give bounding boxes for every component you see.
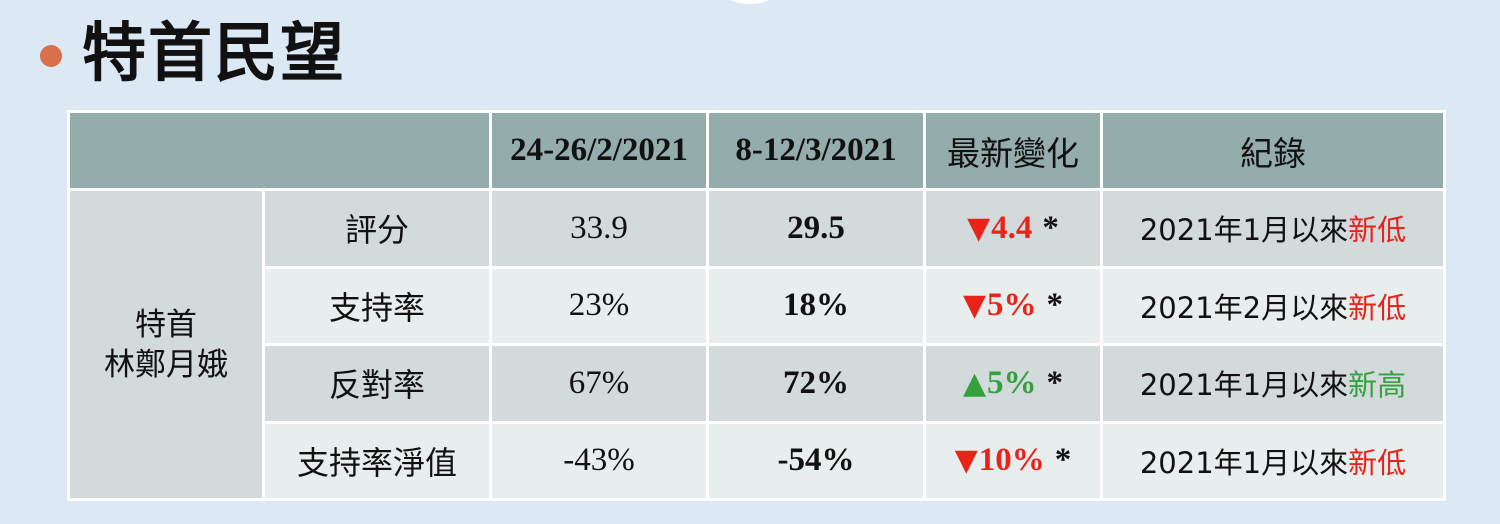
header-latest-period: 8-12/3/2021 (706, 110, 926, 191)
change-value: 4.4 (991, 209, 1033, 246)
latest-value: 72% (706, 343, 926, 424)
record-suffix: 新高 (1348, 368, 1407, 403)
significance-mark: * (1046, 287, 1064, 324)
prev-value: -43% (489, 420, 709, 501)
up-arrow-icon: ▲ (962, 365, 987, 401)
table-row: 支持率淨值 -43% -54% ▼10% * 2021年1月以來新低 (69, 420, 1446, 501)
significance-mark: * (1046, 364, 1064, 401)
change-cell: ▼5% * (923, 265, 1103, 346)
record-suffix: 新低 (1348, 290, 1407, 325)
record-cell: 2021年1月以來新高 (1100, 343, 1446, 424)
record-prefix: 2021年1月以來 (1139, 445, 1349, 480)
metric-label: 支持率淨值 (262, 420, 492, 501)
table-row: 特首 林鄭月娥 評分 33.9 29.5 ▼4.4 * 2021年1月以來新低 (67, 188, 1446, 501)
record-cell: 2021年2月以來新低 (1100, 265, 1446, 346)
table-row: 反對率 67% 72% ▲5% * 2021年1月以來新高 (69, 343, 1446, 424)
record-cell: 2021年1月以來新低 (1100, 420, 1446, 501)
change-value: 5% (987, 287, 1037, 324)
table-row: 支持率 23% 18% ▼5% * 2021年2月以來新低 (69, 265, 1446, 346)
page-title: 特首民望 (82, 17, 346, 91)
header-latest-change: 最新變化 (923, 110, 1103, 191)
change-cell: ▼4.4 * (923, 188, 1103, 269)
prev-value: 33.9 (489, 188, 709, 269)
prev-value: 67% (489, 343, 709, 424)
change-value: 10% (978, 442, 1045, 479)
change-cell: ▲5% * (923, 343, 1103, 424)
poll-table: 24-26/2/2021 8-12/3/2021 最新變化 紀錄 特首 林鄭月娥… (67, 110, 1446, 501)
record-prefix: 2021年1月以來 (1139, 368, 1349, 403)
metric-label: 評分 (262, 188, 492, 269)
record-prefix: 2021年1月以來 (1139, 213, 1349, 248)
down-arrow-icon: ▼ (967, 210, 991, 246)
record-cell: 2021年1月以來新低 (1100, 188, 1446, 269)
person-name: 林鄭月娥 (104, 346, 228, 383)
change-value: 5% (987, 364, 1037, 401)
record-prefix: 2021年2月以來 (1139, 290, 1349, 325)
latest-value: 29.5 (706, 188, 926, 269)
metric-label: 反對率 (262, 343, 492, 424)
person-cell: 特首 林鄭月娥 (67, 188, 265, 501)
significance-mark: * (1054, 442, 1072, 479)
latest-value: -54% (706, 420, 926, 501)
header-record: 紀錄 (1100, 110, 1446, 191)
bullet-icon (40, 45, 62, 67)
table-header-row: 24-26/2/2021 8-12/3/2021 最新變化 紀錄 (67, 110, 1446, 191)
prev-value: 23% (489, 265, 709, 346)
record-suffix: 新低 (1348, 445, 1407, 480)
change-cell: ▼10% * (923, 420, 1103, 501)
latest-value: 18% (706, 265, 926, 346)
metric-label: 支持率 (262, 265, 492, 346)
record-suffix: 新低 (1348, 213, 1407, 248)
slide-decoration-circle (712, 0, 788, 4)
header-blank (67, 110, 492, 191)
down-arrow-icon: ▼ (954, 443, 978, 479)
down-arrow-icon: ▼ (962, 288, 987, 324)
person-title: 特首 (135, 306, 197, 343)
header-prev-period: 24-26/2/2021 (489, 110, 709, 191)
title-row: 特首民望 (40, 14, 346, 94)
significance-mark: * (1042, 209, 1059, 246)
